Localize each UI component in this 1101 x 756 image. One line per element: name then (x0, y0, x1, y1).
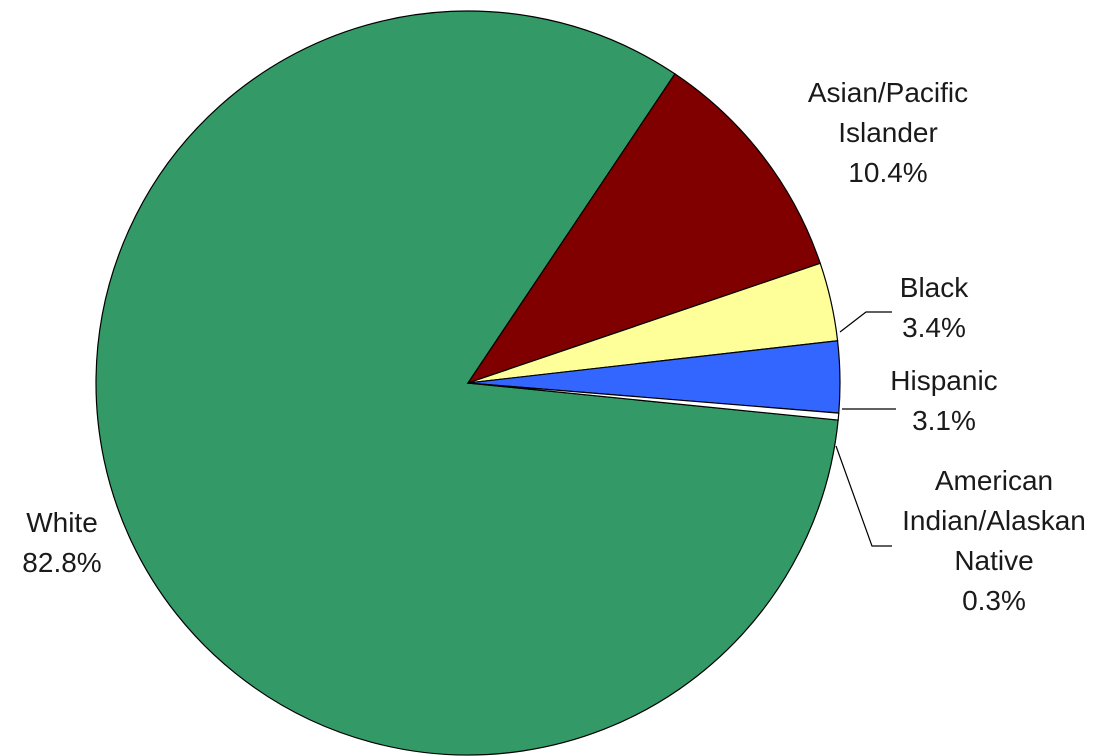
slice-label-line: 82.8% (22, 547, 101, 578)
slice-label-line: American (935, 465, 1053, 496)
slice-label-line: Asian/Pacific (808, 77, 968, 108)
pie-slices (95, 10, 841, 756)
pie-slice-asian (466, 73, 822, 385)
slice-label-hispanic: Hispanic 3.1% (890, 365, 997, 436)
slice-label-line: Indian/Alaskan (902, 505, 1086, 536)
slice-label-line: Hispanic (890, 365, 997, 396)
slice-label-line: Black (900, 272, 969, 303)
slice-label-line: 3.4% (902, 312, 966, 343)
slice-label-asian: Asian/Pacific Islander 10.4% (808, 77, 968, 188)
leader-line-black (839, 311, 892, 333)
leader-line-american-indian (835, 445, 892, 547)
slice-label-black: Black 3.4% (900, 272, 969, 343)
leader-lines (835, 311, 896, 547)
slice-label-line: 10.4% (848, 157, 927, 188)
slice-label-line: 0.3% (962, 585, 1026, 616)
slice-labels: White 82.8% Asian/Pacific Islander 10.4% Blac… (22, 77, 1086, 616)
slice-label-white: White 82.8% (22, 507, 101, 578)
slice-label-line: Islander (838, 117, 938, 148)
slice-label-line: 3.1% (912, 405, 976, 436)
slice-label-line: White (26, 507, 98, 538)
pie-slice-white (95, 10, 839, 756)
slice-label-american-indian: American Indian/Alaskan Native 0.3% (902, 465, 1086, 616)
slice-label-line: Native (954, 545, 1033, 576)
pie-slice-american-indian (467, 382, 840, 421)
